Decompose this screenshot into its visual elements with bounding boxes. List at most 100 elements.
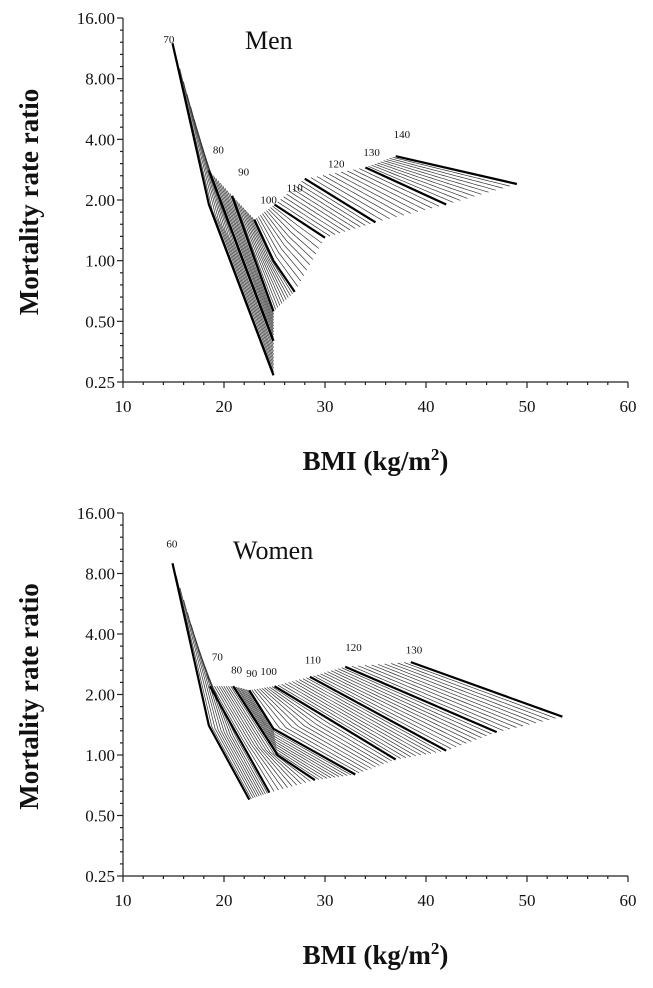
series-thin-line xyxy=(242,688,340,778)
series-thin-line xyxy=(404,662,556,719)
series-thin-line xyxy=(374,163,468,199)
series-thin-line xyxy=(251,217,293,294)
series-thin-line xyxy=(215,177,274,333)
series-line-130 xyxy=(364,166,447,206)
curve-label: 130 xyxy=(406,644,423,656)
series-thin-line xyxy=(292,681,422,756)
series-thin-line xyxy=(247,689,352,776)
series-thin-line xyxy=(380,161,482,195)
series-thin-line xyxy=(179,587,254,799)
x-tick-label: 50 xyxy=(519,397,536,416)
series-thin-line xyxy=(327,671,472,742)
series-thin-line xyxy=(261,687,376,768)
series-thin-line xyxy=(392,156,510,187)
series-thin-line xyxy=(247,212,289,298)
series-thin-line xyxy=(225,686,302,785)
curve-label: 90 xyxy=(238,166,250,178)
series-line-90 xyxy=(248,689,356,776)
series-thin-line xyxy=(187,612,258,797)
x-tick-label: 40 xyxy=(418,891,435,910)
series-thin-line xyxy=(295,186,361,228)
series-thin-line xyxy=(268,208,317,255)
series-thin-line xyxy=(239,687,332,779)
series-thin-line xyxy=(264,687,380,766)
y-tick-label: 2.00 xyxy=(85,191,115,210)
series-thin-line xyxy=(351,665,504,731)
series-thin-line xyxy=(221,686,293,787)
series-thin-line xyxy=(190,106,274,359)
series-thin-line xyxy=(257,216,302,282)
series-thin-line xyxy=(286,193,346,232)
series-thin-line xyxy=(298,183,366,226)
series-line-120 xyxy=(344,665,498,734)
y-tick-label: 2.00 xyxy=(85,686,115,705)
series-thin-line xyxy=(211,686,275,792)
series-thin-line xyxy=(230,686,311,782)
series-thin-line xyxy=(292,188,356,229)
series-thin-line xyxy=(213,175,274,336)
series-thin-line xyxy=(277,201,331,237)
y-tick-label: 0.50 xyxy=(85,312,115,331)
curve-label: 110 xyxy=(287,183,304,195)
series-line-110 xyxy=(273,203,326,239)
series-thin-line xyxy=(391,663,543,722)
curve-label: 80 xyxy=(231,664,243,676)
series-thin-line xyxy=(205,673,268,794)
series-thin-line xyxy=(328,173,404,216)
series-thin-line xyxy=(353,169,433,209)
curve-label: 70 xyxy=(163,34,175,46)
series-line-130 xyxy=(410,661,563,718)
chart-title: Women xyxy=(233,536,313,565)
series-thin-line xyxy=(255,217,298,287)
series-thin-line xyxy=(359,168,440,207)
series-thin-line xyxy=(264,211,311,266)
series-thin-line xyxy=(295,680,427,755)
series-thin-line xyxy=(251,689,360,774)
series-thin-line xyxy=(310,177,383,221)
x-axis-label: BMI (kg/m2) xyxy=(303,445,449,476)
series-thin-line xyxy=(214,686,279,791)
curve-label: 60 xyxy=(166,538,178,550)
y-tick-label: 0.25 xyxy=(85,867,115,886)
series-thin-line xyxy=(313,675,452,750)
series-thin-line xyxy=(254,689,364,772)
series-thin-line xyxy=(341,667,492,735)
series-thin-line xyxy=(341,171,419,212)
y-tick-label: 8.00 xyxy=(85,565,115,584)
curve-label: 140 xyxy=(394,129,411,141)
curve-label: 80 xyxy=(213,145,225,157)
x-axis-label: BMI (kg/m2) xyxy=(303,939,449,970)
series-thin-line xyxy=(266,687,384,765)
series-thin-line xyxy=(368,165,454,203)
series-thin-line xyxy=(240,205,283,304)
series-line-100 xyxy=(253,219,296,293)
y-tick-label: 4.00 xyxy=(85,130,115,149)
y-axis-label: Mortality rate ratio xyxy=(14,89,44,315)
x-tick-label: 20 xyxy=(216,891,233,910)
series-thin-line xyxy=(245,689,348,776)
curve-label: 100 xyxy=(260,666,277,678)
series-line-90 xyxy=(231,195,275,312)
series-thin-line xyxy=(260,214,305,276)
series-thin-line xyxy=(320,673,462,746)
series-line-70 xyxy=(171,42,275,376)
y-tick-label: 16.00 xyxy=(77,504,115,523)
curve-label: 120 xyxy=(328,158,345,170)
series-thin-line xyxy=(283,196,341,234)
series-thin-line xyxy=(259,688,372,769)
y-tick-label: 8.00 xyxy=(85,70,115,89)
series-thin-line xyxy=(220,182,274,327)
series-thin-line xyxy=(389,158,503,189)
series-thin-line xyxy=(228,686,307,783)
series-thin-line xyxy=(224,188,274,321)
curve-label: 70 xyxy=(212,652,224,664)
series-thin-line xyxy=(236,200,279,308)
series-thin-line xyxy=(249,214,291,296)
x-tick-label: 60 xyxy=(620,397,637,416)
series-thin-line xyxy=(183,600,256,798)
series-thin-line xyxy=(289,191,351,231)
series-thin-line xyxy=(383,160,489,193)
series-thin-line xyxy=(270,207,320,249)
